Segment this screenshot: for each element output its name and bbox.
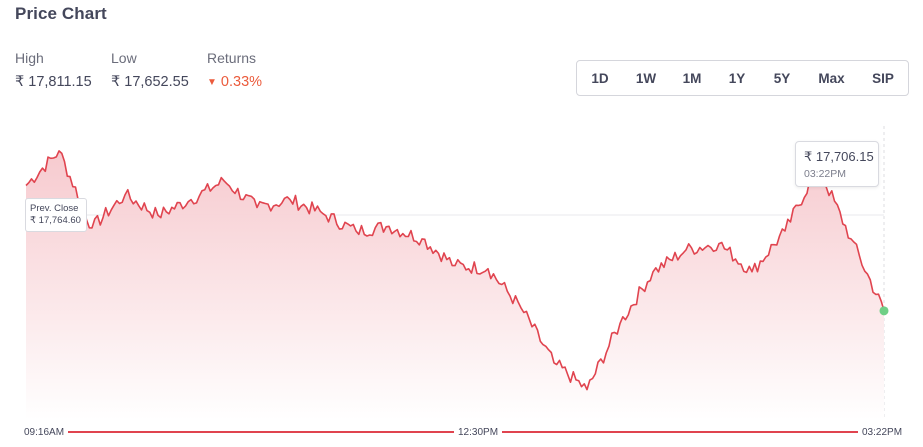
tab-5y[interactable]: 5Y [773,70,791,86]
returns-value-wrap: ▼ 0.33% [207,74,262,90]
price-area [26,150,884,420]
tab-sip[interactable]: SIP [872,70,894,86]
tab-max[interactable]: Max [818,70,845,86]
prev-close-value: ₹ 17,764.60 [30,215,81,226]
prev-close-label-box: Prev. Close ₹ 17,764.60 [25,198,87,232]
current-price-dot [879,306,889,316]
down-arrow-icon: ▼ [207,77,217,88]
time-axis-start: 09:16AM [20,427,69,438]
page-title: Price Chart [15,4,107,23]
low-stat: Low ₹ 17,652.55 [111,50,189,90]
low-label: Low [111,50,137,66]
high-stat: High ₹ 17,811.15 [15,50,92,90]
tooltip-price: ₹ 17,706.15 [804,149,874,164]
prev-close-label: Prev. Close [30,203,79,214]
tab-1w[interactable]: 1W [635,70,657,86]
high-label: High [15,50,44,66]
timeframe-tabs: 1D 1W 1M 1Y 5Y Max SIP [576,60,909,96]
high-value: ₹ 17,811.15 [15,74,92,90]
returns-value: 0.33% [220,74,263,90]
tab-1m[interactable]: 1M [682,70,702,86]
price-tooltip: ₹ 17,706.15 03:22PM [795,141,879,187]
tab-1d[interactable]: 1D [591,70,609,86]
time-axis-mid: 12:30PM [454,427,503,438]
tab-1y[interactable]: 1Y [728,70,746,86]
price-line [25,150,885,391]
low-value: ₹ 17,652.55 [111,74,189,90]
returns-label: Returns [207,50,257,66]
returns-stat: Returns ▼ 0.33% [207,50,262,90]
tooltip-time: 03:22PM [804,168,847,180]
time-axis-end: 03:22PM [858,427,907,438]
